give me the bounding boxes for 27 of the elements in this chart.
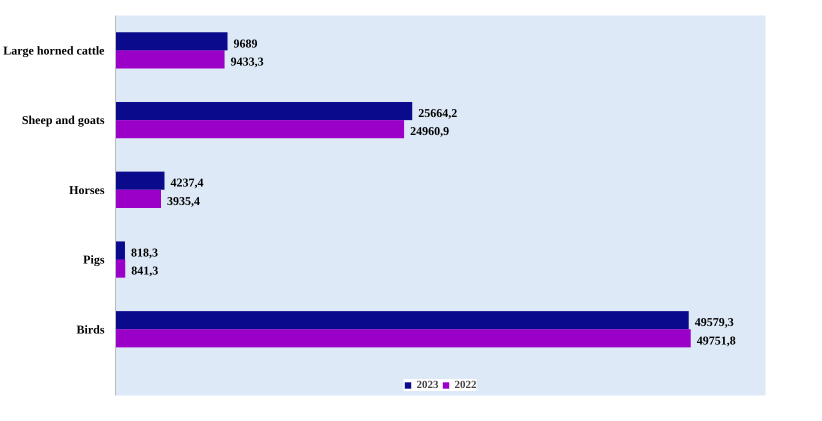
data-label: 9689 [234, 36, 258, 50]
bar [116, 102, 412, 120]
bar [116, 50, 225, 68]
bar [116, 190, 161, 208]
data-label: 841,3 [131, 264, 158, 278]
data-label: 4237,4 [170, 176, 204, 190]
bar [116, 260, 126, 278]
data-label: 9433,3 [230, 54, 264, 68]
bar [116, 241, 125, 260]
y-tick-label: Birds [76, 322, 105, 336]
legend-label: 2023 [416, 379, 438, 391]
bar [116, 311, 689, 330]
data-label: 3935,4 [167, 194, 200, 208]
data-label: 49579,3 [694, 315, 734, 330]
bar [116, 32, 228, 50]
y-tick-label: Pigs [83, 252, 105, 267]
data-label: 818,3 [130, 245, 158, 260]
bar [116, 172, 164, 190]
y-tick-label: Large horned cattle [3, 43, 106, 58]
data-label: 25664,2 [418, 106, 458, 120]
bar [116, 120, 404, 138]
data-label: 24960,9 [410, 124, 450, 138]
legend-label: 2022 [454, 379, 476, 391]
y-tick-label: Horses [69, 182, 105, 197]
data-label: 49751,8 [696, 333, 736, 348]
bar [116, 329, 691, 348]
y-tick-label: Sheep and goats [22, 113, 105, 128]
